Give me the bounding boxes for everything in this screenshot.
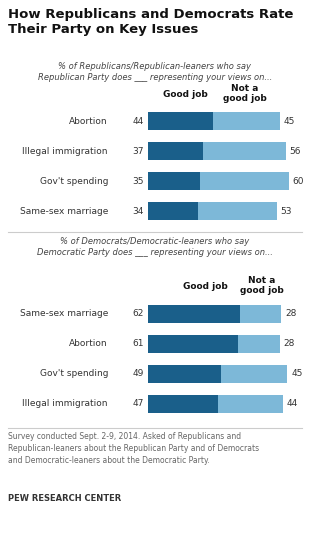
Bar xyxy=(148,112,213,130)
Bar xyxy=(238,335,280,353)
Text: Same-sex marriage: Same-sex marriage xyxy=(20,206,108,216)
Text: 62: 62 xyxy=(133,310,144,318)
Bar xyxy=(220,365,287,383)
Text: Abortion: Abortion xyxy=(69,117,108,125)
Bar xyxy=(148,365,220,383)
Text: Gov't spending: Gov't spending xyxy=(39,177,108,185)
Bar xyxy=(198,202,277,220)
Text: Illegal immigration: Illegal immigration xyxy=(23,399,108,409)
Text: 53: 53 xyxy=(281,206,292,216)
Text: Not a
good job: Not a good job xyxy=(223,84,267,103)
Bar xyxy=(203,142,286,160)
Text: Good job: Good job xyxy=(163,90,207,99)
Text: Abortion: Abortion xyxy=(69,339,108,349)
Text: 28: 28 xyxy=(284,339,295,349)
Text: 44: 44 xyxy=(287,399,298,409)
Text: 45: 45 xyxy=(284,117,295,125)
Bar xyxy=(200,172,289,190)
Text: Gov't spending: Gov't spending xyxy=(39,370,108,378)
Bar xyxy=(213,112,280,130)
Text: 44: 44 xyxy=(133,117,144,125)
Text: 60: 60 xyxy=(293,177,304,185)
Bar xyxy=(148,202,198,220)
Text: % of Republicans/Republican-leaners who say
Republican Party does ___ representi: % of Republicans/Republican-leaners who … xyxy=(38,62,272,82)
Text: % of Democrats/Democratic-leaners who say
Democratic Party does ___ representing: % of Democrats/Democratic-leaners who sa… xyxy=(37,237,273,257)
Text: 56: 56 xyxy=(290,146,301,156)
Bar xyxy=(148,172,200,190)
Bar xyxy=(148,142,203,160)
Text: 37: 37 xyxy=(132,146,144,156)
Bar xyxy=(148,395,218,413)
Text: 45: 45 xyxy=(291,370,303,378)
Text: Not a
good job: Not a good job xyxy=(240,276,284,295)
Text: Same-sex marriage: Same-sex marriage xyxy=(20,310,108,318)
Text: 34: 34 xyxy=(133,206,144,216)
Text: PEW RESEARCH CENTER: PEW RESEARCH CENTER xyxy=(8,494,121,503)
Text: 28: 28 xyxy=(285,310,297,318)
Text: 35: 35 xyxy=(132,177,144,185)
Bar xyxy=(148,305,240,323)
Text: 61: 61 xyxy=(132,339,144,349)
Text: Good job: Good job xyxy=(183,282,227,291)
Bar xyxy=(218,395,283,413)
Text: Illegal immigration: Illegal immigration xyxy=(23,146,108,156)
Text: How Republicans and Democrats Rate
Their Party on Key Issues: How Republicans and Democrats Rate Their… xyxy=(8,8,293,36)
Text: Survey conducted Sept. 2-9, 2014. Asked of Republicans and
Republican-leaners ab: Survey conducted Sept. 2-9, 2014. Asked … xyxy=(8,432,259,465)
Bar xyxy=(240,305,281,323)
Text: 47: 47 xyxy=(133,399,144,409)
Text: 49: 49 xyxy=(133,370,144,378)
Bar xyxy=(148,335,238,353)
